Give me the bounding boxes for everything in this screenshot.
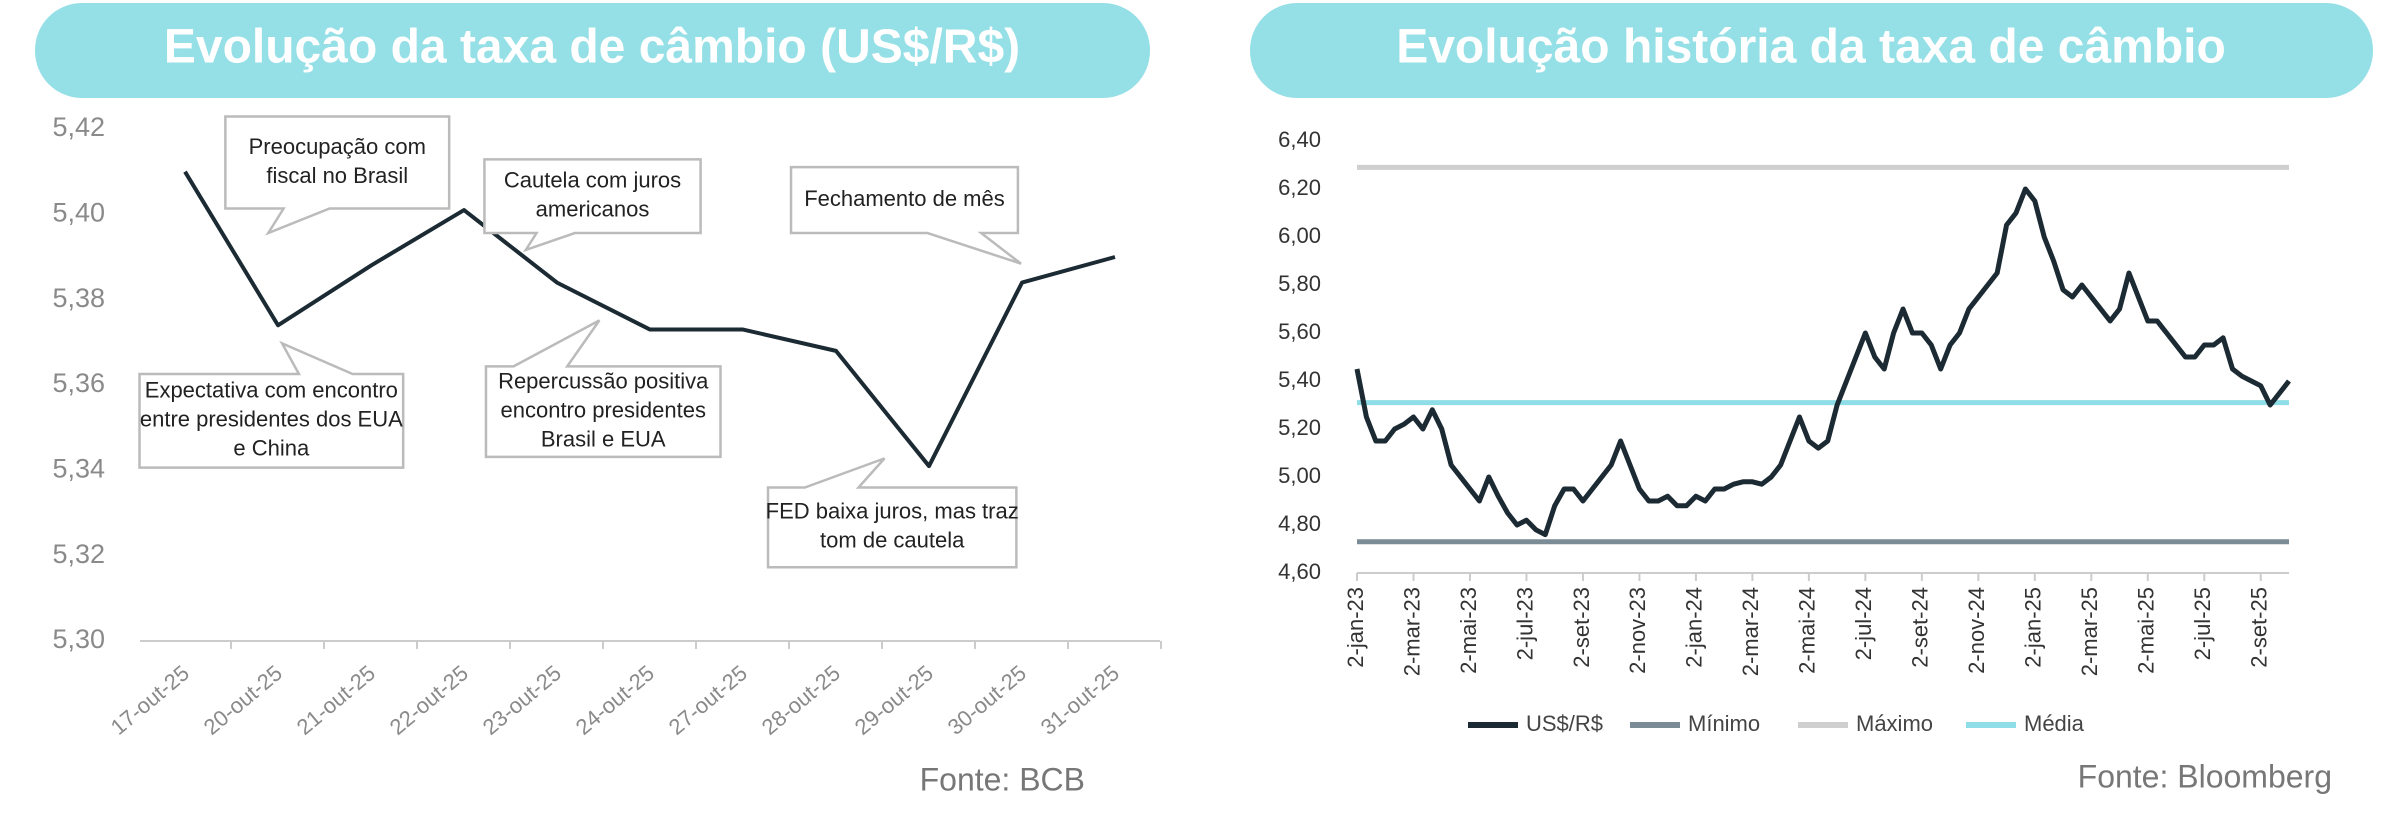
source: Fonte: Bloomberg bbox=[2078, 758, 2332, 794]
annotation: Fechamento de mês bbox=[804, 186, 1005, 211]
callout bbox=[138, 340, 405, 469]
x-tick-label: 30-out-25 bbox=[943, 660, 1031, 740]
y-tick-label: 5,30 bbox=[52, 624, 105, 654]
x-tick-label: 21-out-25 bbox=[292, 660, 380, 740]
line bbox=[183, 170, 1116, 469]
x-tick-label: 23-out-25 bbox=[478, 660, 566, 740]
y-tick-label: 5,38 bbox=[52, 283, 105, 313]
x-tick-label: 2-set-23 bbox=[1569, 587, 1594, 668]
legend-label: Máximo bbox=[1856, 711, 1933, 736]
x-tick-label: 2-jul-24 bbox=[1851, 587, 1876, 660]
y-tick-label: 5,32 bbox=[52, 539, 105, 569]
y-tick-label: 4,80 bbox=[1278, 511, 1321, 536]
x-tick-label: 31-out-25 bbox=[1036, 660, 1124, 740]
x-tick-label: 2-mai-25 bbox=[2134, 587, 2159, 674]
y-tick-label: 5,80 bbox=[1278, 271, 1321, 296]
x-tick-label: 2-jan-25 bbox=[2021, 587, 2046, 668]
title-pill bbox=[1250, 3, 2373, 98]
annotation: e China bbox=[233, 436, 310, 461]
x-tick-label: 2-nov-24 bbox=[1964, 587, 1989, 674]
chart-title: Evolução história da taxa de câmbio bbox=[1396, 21, 2226, 74]
y-tick-label: 5,42 bbox=[52, 112, 105, 142]
annotation: entre presidentes dos EUA bbox=[140, 407, 403, 432]
x-tick-label: 22-out-25 bbox=[385, 660, 473, 740]
callout bbox=[766, 457, 1018, 569]
annotation: tom de cautela bbox=[820, 528, 965, 553]
y-tick-label: 6,40 bbox=[1278, 127, 1321, 152]
y-tick-label: 5,36 bbox=[52, 368, 105, 398]
callout bbox=[224, 115, 451, 236]
y-tick-label: 6,20 bbox=[1278, 175, 1321, 200]
callout bbox=[789, 165, 1022, 265]
x-tick-label: 2-mar-24 bbox=[1738, 587, 1763, 676]
x-tick-label: 2-jul-23 bbox=[1512, 587, 1537, 660]
y-tick-label: 5,40 bbox=[52, 197, 105, 227]
annotation: fiscal no Brasil bbox=[266, 163, 408, 188]
x-tick-label: 28-out-25 bbox=[757, 660, 845, 740]
x-tick-label: 2-set-24 bbox=[1908, 587, 1933, 668]
source: Fonte: BCB bbox=[920, 761, 1085, 797]
x-tick-label: 2-jul-25 bbox=[2190, 587, 2215, 660]
callout bbox=[483, 158, 702, 253]
annotation: Repercussão positiva bbox=[498, 368, 709, 393]
callout bbox=[484, 319, 722, 459]
y-tick-label: 4,60 bbox=[1278, 559, 1321, 584]
y-tick-label: 5,60 bbox=[1278, 319, 1321, 344]
x-tick-label: 2-mai-24 bbox=[1795, 587, 1820, 674]
chart-title: Evolução da taxa de câmbio (US$/R$) bbox=[164, 21, 1020, 74]
x-tick-label: 29-out-25 bbox=[850, 660, 938, 740]
y-tick-label: 5,00 bbox=[1278, 463, 1321, 488]
annotation: FED baixa juros, mas traz bbox=[766, 499, 1019, 524]
x-tick-label: 24-out-25 bbox=[571, 660, 659, 740]
x-tick-label: 2-jan-24 bbox=[1682, 587, 1707, 668]
legend-label: Mínimo bbox=[1688, 711, 1760, 736]
x-tick-label: 2-nov-23 bbox=[1625, 587, 1650, 674]
x-tick-label: 2-jan-23 bbox=[1343, 587, 1368, 668]
y-tick-label: 5,40 bbox=[1278, 367, 1321, 392]
line bbox=[1354, 186, 2291, 538]
legend-label: US$/R$ bbox=[1526, 711, 1603, 736]
x-tick-label: 2-mar-25 bbox=[2077, 587, 2102, 676]
annotation: Cautela com juros bbox=[504, 168, 681, 193]
x-tick-label: 2-mai-23 bbox=[1456, 587, 1481, 674]
x-tick-label: 17-out-25 bbox=[106, 660, 194, 740]
x-tick-label: 2-mar-23 bbox=[1399, 587, 1424, 676]
x-tick-label: 27-out-25 bbox=[664, 660, 752, 740]
y-tick-label: 6,00 bbox=[1278, 223, 1321, 248]
x-tick-label: 20-out-25 bbox=[199, 660, 287, 740]
y-tick-label: 5,34 bbox=[52, 453, 105, 483]
y-tick-label: 5,20 bbox=[1278, 415, 1321, 440]
x-tick-label: 2-set-25 bbox=[2247, 587, 2272, 668]
annotation: Expectativa com encontro bbox=[145, 378, 398, 403]
legend-label: Média bbox=[2024, 711, 2085, 736]
annotation: Preocupação com bbox=[249, 134, 426, 159]
annotation: americanos bbox=[536, 197, 650, 222]
annotation: Brasil e EUA bbox=[541, 426, 666, 451]
annotation: encontro presidentes bbox=[501, 397, 706, 422]
title-pill bbox=[35, 3, 1150, 98]
